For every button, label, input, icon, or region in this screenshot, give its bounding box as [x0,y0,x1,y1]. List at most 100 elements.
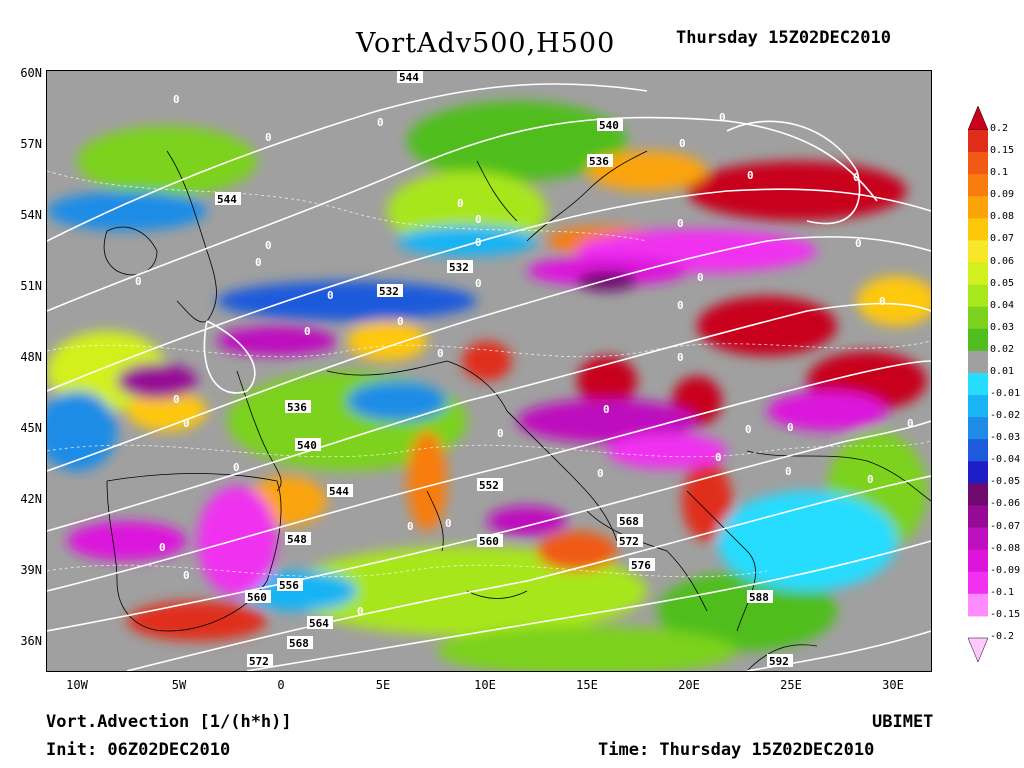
height-label: 548 [287,533,307,546]
colorbar-tick-label: 0.06 [990,255,1015,267]
zero-label: 0 [497,427,504,440]
zero-label: 0 [255,256,262,269]
height-label-bg [747,590,773,603]
height-label-bg [767,654,793,667]
height-label: 568 [289,637,309,650]
zero-label: 0 [745,423,752,436]
lat-label: 39N [20,563,42,577]
zero-label: 0 [304,325,311,338]
colorbar-tick-label: -0.07 [990,520,1021,532]
zero-label: 0 [265,239,272,252]
height-label: 536 [287,401,307,414]
lat-label: 51N [20,279,42,293]
colorbar-tick-label: 0.01 [990,365,1015,377]
height-label-bg [617,514,643,527]
colorbar-tick-label: -0.01 [990,388,1021,400]
height-label: 552 [479,479,499,492]
height-label-bg [377,284,403,297]
zero-label: 0 [377,116,384,129]
lat-label: 42N [20,492,42,506]
zero-label: 0 [475,213,482,226]
lon-label: 20E [678,678,700,692]
zero-label: 0 [785,465,792,478]
colorbar-tick-label: -0.1 [990,586,1015,598]
height-label: 544 [329,485,349,498]
colorbar-swatch [968,439,988,462]
height-label: 532 [449,261,469,274]
colorbar-swatch [968,571,988,595]
variable-label: Vort.Advection [1/(h*h)] [46,712,292,732]
colorbar-swatch [968,350,988,374]
colorbar-tick-label: 0.09 [990,189,1015,201]
height-label: 556 [279,579,299,592]
colorbar-tick-label: -0.02 [990,410,1021,422]
map-title: VortAdv500,H500 [356,28,616,59]
height-label: 560 [247,591,267,604]
colorbar-tick-label: -0.08 [990,542,1021,554]
colorbar-tick-label: -0.15 [990,608,1021,620]
colorbar-swatch [968,372,988,396]
colorbar-tick-label: -0.09 [990,564,1021,576]
height-label: 592 [769,655,789,668]
colorbar-swatch [968,174,988,197]
height-label-bg [287,636,313,649]
colorbar-tick-label: -0.2 [990,631,1015,642]
colorbar-tick-label: 0.2 [990,123,1009,134]
lon-label: 25E [780,678,802,692]
colorbar-tick-label: 0.07 [990,233,1015,245]
colorbar-swatch [968,152,988,175]
lon-label: 10E [474,678,496,692]
colorbar-tick-label: 0.08 [990,211,1015,223]
vorticity-advection-field: 544 540 536 544 532 532 536 540 544 552 560 548 556 5… [47,71,931,671]
zero-contours [47,170,931,578]
height-label: 588 [749,591,769,604]
height-labels: 544 540 536 544 532 532 536 540 544 552 560 548 556 5… [215,71,793,668]
height-label: 544 [399,71,419,84]
zero-label: 0 [183,569,190,582]
colorbar-tick-label: 0.04 [990,299,1015,311]
lat-label: 48N [20,350,42,364]
colorbar-swatch [968,240,988,264]
colorbar-swatch [968,593,988,617]
zero-label: 0 [437,347,444,360]
lon-label: 5E [375,678,391,692]
height-label-bg [245,590,271,603]
height-label-bg [247,654,273,667]
height-label: 540 [599,119,619,132]
zero-label: 0 [677,299,684,312]
lon-label: 0 [277,678,285,692]
colorbar-swatch [968,196,988,219]
zero-label: 0 [597,467,604,480]
height-label-bg [215,192,241,205]
zero-label: 0 [397,315,404,328]
colorbar-swatch [968,130,988,153]
height-label-bg [397,71,423,83]
init-time: Init: 06Z02DEC2010 [46,740,231,760]
zero-label: 0 [603,403,610,416]
colorbar-max-arrow [968,106,988,131]
colorbar-min-arrow [968,637,988,662]
height-label-bg [277,578,303,591]
zero-label: 0 [135,275,142,288]
height-label-bg [447,260,473,273]
colorbar-swatch [968,218,988,241]
height-label: 560 [479,535,499,548]
colorbar-tick-label: 0.05 [990,277,1015,289]
height-label: 572 [249,655,269,668]
forecast-time: Time: Thursday 15Z02DEC2010 [598,740,875,760]
zero-label: 0 [265,131,272,144]
zero-label: 0 [183,417,190,430]
zero-label: 0 [715,451,722,464]
height-label: 568 [619,515,639,528]
lat-label: 60N [20,66,42,80]
zero-label: 0 [475,277,482,290]
zero-label: 0 [327,289,334,302]
zero-label: 0 [173,393,180,406]
height-label-bg [629,558,655,571]
colorbar-swatch [968,527,988,551]
lon-label: 5W [171,678,187,692]
height-label-bg [307,616,333,629]
colorbar-swatch [968,262,988,286]
lon-label: 30E [882,678,904,692]
zero-label: 0 [787,421,794,434]
